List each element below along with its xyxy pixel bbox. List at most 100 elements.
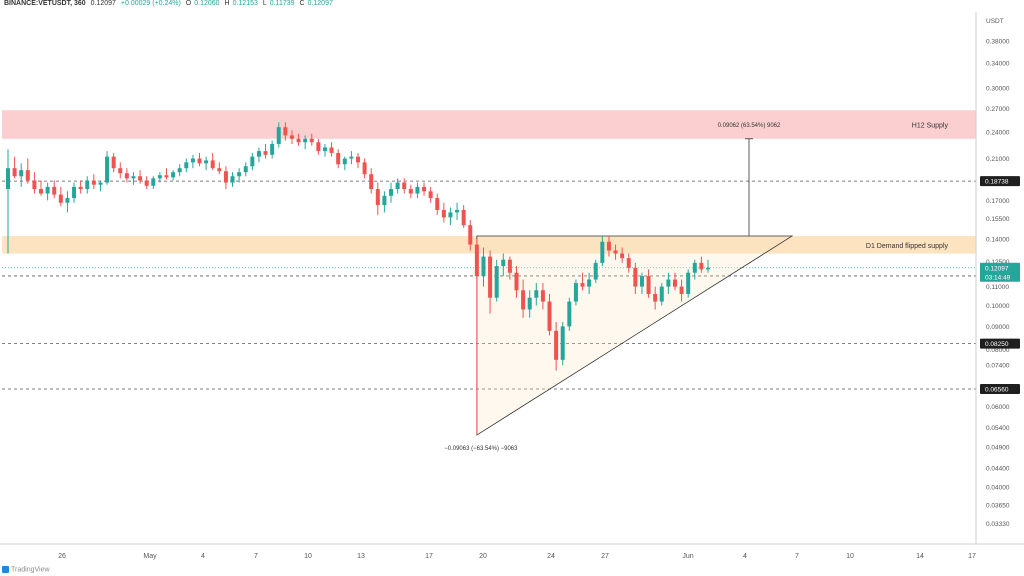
time-tick-label: 14 — [916, 553, 924, 560]
candle-body — [369, 174, 374, 190]
candle-body — [375, 189, 380, 206]
candle-body — [210, 160, 215, 169]
candle-body — [435, 198, 440, 210]
candle-body — [679, 286, 684, 294]
low-label: L — [262, 0, 267, 7]
candle-body — [342, 158, 347, 165]
candle-body — [138, 176, 143, 181]
candle-body — [653, 293, 658, 302]
candle-body — [12, 168, 17, 177]
candle-body — [316, 142, 321, 152]
candle-body — [659, 286, 664, 302]
candle-body — [237, 172, 242, 177]
candle-body — [468, 225, 473, 245]
price-tick-label: 0.04400 — [986, 466, 1010, 473]
candle-body — [243, 166, 248, 173]
candle-body — [580, 283, 585, 287]
candle-body — [171, 172, 176, 178]
price-tick-label: 0.04900 — [986, 444, 1010, 451]
price-tick-label: 0.11000 — [986, 284, 1009, 291]
candle-body — [362, 162, 367, 175]
current-price-label: 0.12097 — [985, 265, 1009, 272]
price-tick-label: 0.15500 — [986, 216, 1010, 223]
time-tick-label: 10 — [846, 553, 854, 560]
candle-body — [263, 151, 268, 155]
price-tick-label: 0.09000 — [986, 324, 1010, 331]
symbol-label[interactable]: BINANCE:VETUSDT, 360 — [4, 0, 86, 7]
close-value: 0.12097 — [307, 0, 333, 7]
time-tick-label: May — [143, 553, 157, 560]
measure-annotation-top: 0.09062 (63.54%) 9062 — [718, 123, 781, 129]
candle-body — [223, 171, 228, 183]
candle-body — [329, 147, 334, 153]
time-axis[interactable]: 26 May 4 7 10 13 17 20 24 27 Jun 4 7 10 14 17 — [0, 543, 1024, 560]
candle-body — [488, 256, 493, 298]
candle-body — [547, 301, 552, 331]
candle-body — [706, 267, 710, 270]
candle-body — [422, 186, 427, 192]
time-tick-label: 20 — [479, 553, 487, 560]
candle-body — [336, 152, 341, 165]
candle-body — [573, 283, 578, 302]
candles-layer — [6, 122, 710, 436]
candle-body — [461, 209, 466, 226]
candle-body — [184, 162, 189, 169]
price-tick-label: 0.08000 — [986, 347, 1010, 354]
close-label: C — [299, 0, 305, 7]
candle-body — [474, 244, 479, 277]
price-tick-label: 0.17000 — [986, 198, 1010, 205]
open-label: O — [185, 0, 192, 7]
candle-body — [25, 170, 30, 181]
candle-body — [554, 330, 559, 360]
candle-body — [626, 258, 631, 268]
candle-body — [177, 168, 182, 173]
candle-body — [448, 212, 453, 218]
candle-body — [540, 290, 545, 302]
price-tick-label: 0.27000 — [986, 106, 1010, 113]
candle-body — [45, 186, 50, 194]
price-tick-label: 0.38000 — [986, 39, 1010, 46]
level-price-label: 0.08250 — [985, 341, 1009, 348]
candle-body — [356, 156, 360, 163]
candle-body — [118, 168, 123, 174]
tradingview-icon — [2, 566, 9, 573]
candle-body — [111, 156, 116, 169]
candle-body — [151, 178, 156, 186]
candle-body — [124, 173, 129, 179]
candle-body — [39, 189, 44, 194]
triangle-pattern — [476, 235, 794, 436]
price-axis[interactable]: USDT 0.38000 0.34000 0.30000 0.27000 0.24000 0… — [975, 12, 1020, 544]
candle-body — [289, 135, 294, 139]
tradingview-logo[interactable]: TradingView — [2, 566, 50, 573]
candle-body — [633, 267, 638, 287]
candle-body — [441, 209, 446, 218]
candle-body — [481, 256, 486, 277]
axis-unit-label: USDT — [986, 18, 1004, 25]
candle-body — [32, 180, 37, 190]
candle-body — [131, 176, 136, 179]
candle-body — [699, 262, 704, 270]
candle-body — [144, 180, 149, 186]
tradingview-label: TradingView — [11, 566, 50, 574]
candle-body — [190, 158, 195, 163]
candle-body — [85, 180, 90, 190]
candle-body — [534, 290, 539, 298]
price-tick-label: 0.04000 — [986, 485, 1010, 492]
candle-body — [672, 279, 677, 287]
price-tick-label: 0.10000 — [986, 303, 1010, 310]
candle-body — [270, 143, 275, 155]
candle-body — [157, 175, 162, 179]
candle-body — [501, 259, 506, 267]
time-tick-label: 13 — [357, 553, 365, 560]
candle-body — [6, 168, 10, 190]
candle-body — [455, 209, 460, 213]
candle-body — [283, 127, 288, 136]
countdown-label: 03:14:49 — [985, 274, 1011, 281]
candle-body — [666, 279, 671, 287]
zone-label: H12 Supply — [912, 123, 949, 130]
candle-body — [58, 194, 63, 203]
price-tick-label: 0.14000 — [986, 236, 1010, 243]
candle-body — [587, 279, 592, 287]
candle-body — [276, 127, 281, 144]
